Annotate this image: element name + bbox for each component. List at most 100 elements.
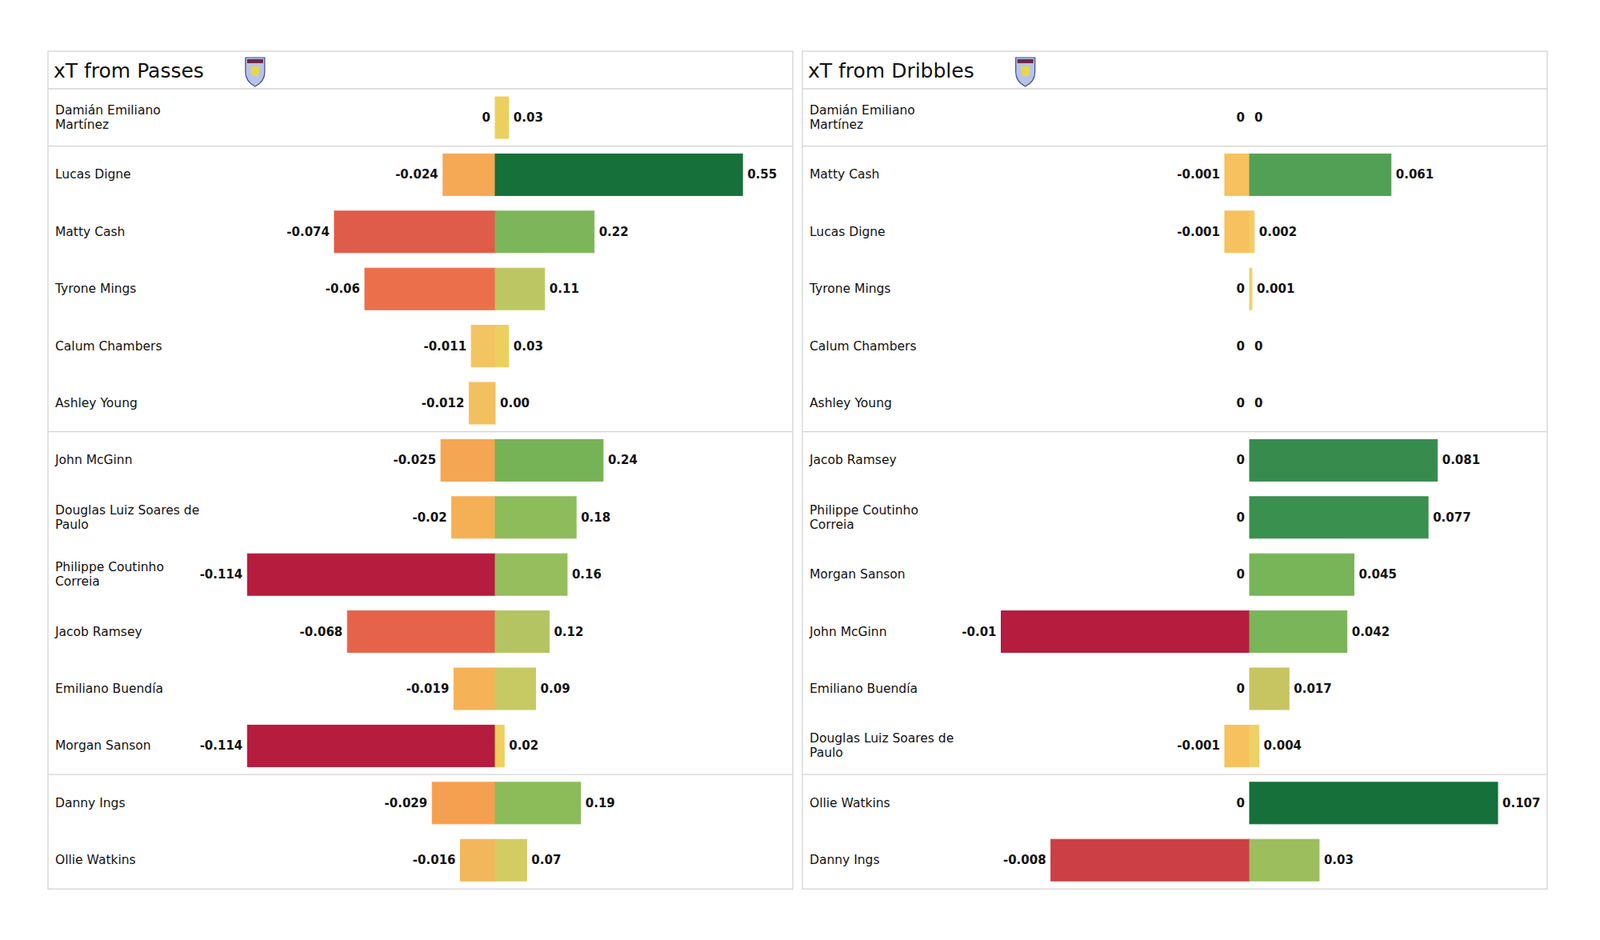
bar — [1001, 611, 1250, 653]
data-label: -0.024 — [395, 167, 439, 182]
bar — [1249, 839, 1320, 881]
category-label: Tyrone Mings — [808, 281, 891, 296]
category-label: Lucas Digne — [55, 167, 132, 182]
data-label: 0 — [1254, 339, 1263, 354]
data-label: 0.03 — [513, 110, 544, 125]
data-label: -0.001 — [1176, 224, 1220, 240]
data-label: -0.02 — [412, 510, 447, 525]
bar — [347, 611, 496, 653]
data-label: -0.114 — [200, 567, 244, 582]
bar — [247, 553, 496, 596]
bar — [1224, 153, 1250, 196]
data-label: 0.11 — [549, 281, 580, 296]
data-label: 0 — [1236, 681, 1245, 696]
bar — [495, 382, 496, 424]
bar — [495, 668, 536, 710]
panel: xT from Dribbles0-0.001-0.001000000-0.01… — [802, 51, 1548, 889]
category-label: Ollie Watkins — [809, 796, 891, 811]
title-divider — [48, 88, 793, 89]
bars — [247, 96, 743, 881]
bar — [443, 153, 496, 196]
bar — [432, 782, 496, 824]
bar — [1249, 496, 1428, 539]
bar — [1249, 96, 1251, 139]
panel-frame — [48, 51, 793, 889]
category-label: Douglas Luiz Soares dePaulo — [809, 731, 954, 760]
bar — [1249, 382, 1251, 424]
category-label: Danny Ings — [55, 796, 126, 811]
data-label: 0.081 — [1442, 452, 1480, 468]
data-label: 0 — [1236, 796, 1245, 811]
data-label: 0 — [1236, 452, 1245, 468]
title: xT from Passes — [53, 59, 204, 83]
group-divider — [48, 431, 793, 432]
group-divider — [802, 773, 1548, 775]
data-label: 0.09 — [540, 681, 571, 696]
data-label: 0.107 — [1502, 796, 1540, 811]
bar — [495, 325, 509, 368]
data-label: 0.18 — [580, 510, 611, 525]
category-label: Damián EmilianoMartínez — [809, 103, 916, 132]
data-label: 0 — [1236, 510, 1245, 525]
bar — [1249, 153, 1392, 196]
bar — [495, 439, 604, 481]
data-label: 0 — [1236, 339, 1245, 354]
bar — [495, 496, 576, 539]
data-label: 0.22 — [599, 224, 629, 240]
data-label: 0.02 — [508, 738, 539, 753]
data-label: 0 — [1254, 110, 1263, 125]
category-label: Tyrone Mings — [54, 281, 136, 296]
category-label: Danny Ings — [809, 852, 880, 868]
data-label: 0.24 — [608, 452, 638, 468]
data-label: 0.017 — [1293, 681, 1332, 696]
category-label: Ollie Watkins — [55, 852, 136, 868]
data-label: 0.061 — [1396, 167, 1434, 182]
bar — [1249, 611, 1348, 653]
data-label: 0.045 — [1358, 567, 1396, 582]
bar — [495, 153, 743, 196]
title-divider — [802, 88, 1548, 89]
data-label: 0.03 — [513, 339, 544, 354]
category-label: Ashley Young — [55, 396, 138, 411]
bar — [1249, 553, 1354, 596]
data-label: 0 — [1236, 567, 1245, 582]
bar — [495, 839, 527, 881]
bar — [334, 211, 496, 253]
data-label: 0 — [482, 110, 491, 125]
category-label: Matty Cash — [809, 167, 880, 182]
data-label: -0.06 — [325, 281, 360, 296]
group-divider — [48, 145, 793, 147]
data-label: -0.011 — [423, 339, 467, 354]
category-label: Jacob Ramsey — [808, 452, 897, 468]
category-label: Lucas Digne — [809, 224, 886, 240]
data-label: -0.114 — [200, 738, 244, 753]
panel: xT from Passes0-0.024-0.074-0.06-0.011-0… — [48, 51, 793, 889]
bar — [495, 96, 509, 139]
category-label: Philippe CoutinhoCorreia — [809, 503, 919, 532]
data-label: -0.001 — [1176, 167, 1220, 182]
category-label: Calum Chambers — [809, 339, 917, 354]
data-label: -0.016 — [412, 852, 456, 868]
data-label: -0.012 — [421, 396, 465, 411]
bar — [247, 724, 496, 767]
bar — [1249, 782, 1498, 824]
bar — [495, 553, 568, 596]
group-divider — [802, 431, 1548, 432]
bar — [1249, 96, 1251, 139]
group-divider — [48, 773, 793, 775]
category-label: Calum Chambers — [55, 339, 163, 354]
bar — [453, 668, 496, 710]
bar — [1249, 211, 1255, 253]
data-label: -0.001 — [1176, 738, 1220, 753]
data-label: -0.01 — [961, 624, 996, 640]
data-label: 0.00 — [500, 396, 530, 411]
bar — [1249, 382, 1251, 424]
category-label: Emiliano Buendía — [809, 681, 918, 696]
group-divider — [802, 145, 1548, 147]
data-label: -0.029 — [384, 796, 428, 811]
bar — [495, 211, 595, 253]
crest — [245, 57, 265, 87]
data-label: 0 — [1236, 110, 1245, 125]
bar — [1249, 325, 1251, 368]
bar — [1224, 211, 1250, 253]
